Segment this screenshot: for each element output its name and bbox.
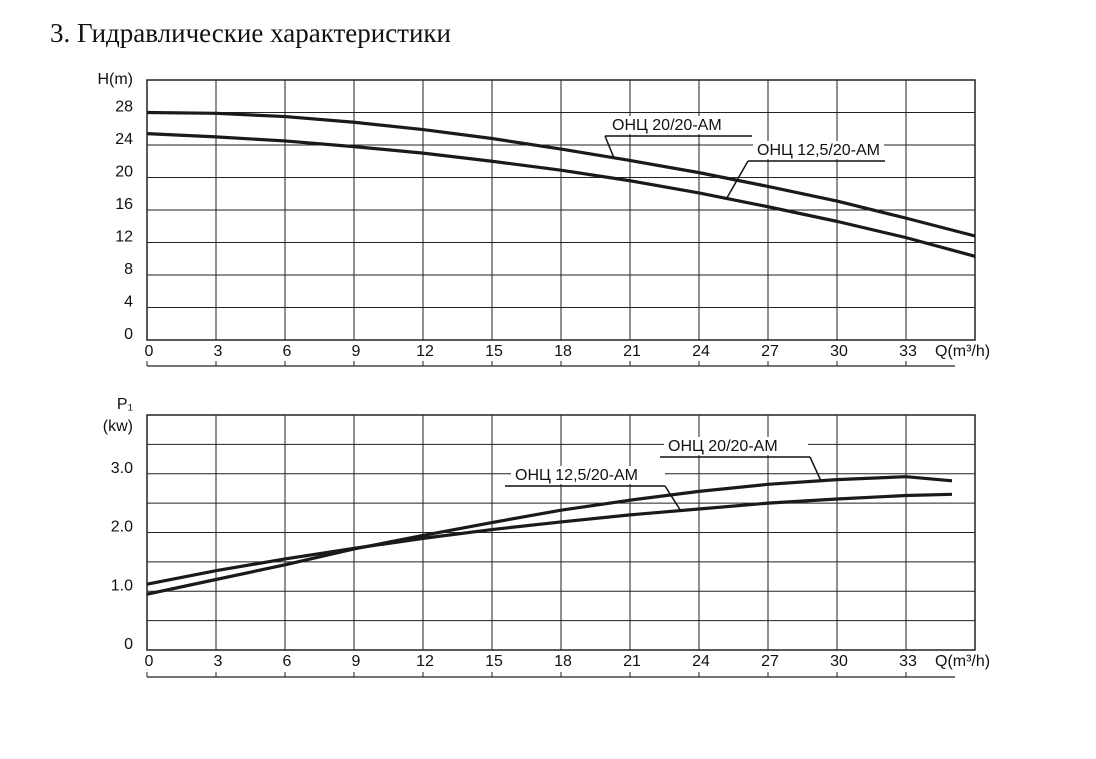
label-bg <box>608 116 749 134</box>
x-tick-label: 21 <box>623 653 641 670</box>
x-axis-label: Q(m³/h) <box>935 343 990 360</box>
y-tick-label: 2.0 <box>111 519 133 536</box>
x-tick-label: 6 <box>283 653 292 670</box>
label-leader <box>604 135 615 159</box>
series-line <box>146 475 953 596</box>
series-label: ОНЦ 20/20-AM <box>612 117 722 134</box>
y-axis-label: H(m) <box>97 71 133 88</box>
x-tick-label: 27 <box>761 343 779 360</box>
y-tick-label: 28 <box>115 99 133 116</box>
label-leader <box>809 456 822 482</box>
y-tick-label: 24 <box>115 131 133 148</box>
label-bg <box>753 141 884 159</box>
x-axis-label: Q(m³/h) <box>935 653 990 670</box>
y-tick-label: 4 <box>124 294 133 311</box>
series-line <box>146 492 953 586</box>
label-bg <box>664 437 808 455</box>
x-tick-label: 0 <box>145 653 154 670</box>
x-tick-label: 24 <box>692 343 710 360</box>
x-tick-label: 18 <box>554 653 572 670</box>
x-tick-label: 12 <box>416 653 434 670</box>
x-tick-label: 12 <box>416 343 434 360</box>
y-axis-label: P₁ <box>117 396 133 413</box>
series-label: ОНЦ 20/20-AM <box>668 438 778 455</box>
x-tick-label: 30 <box>830 653 848 670</box>
y-tick-label: 0 <box>124 326 133 343</box>
x-tick-label: 6 <box>283 343 292 360</box>
label-leader <box>664 485 682 511</box>
x-tick-label: 33 <box>899 343 917 360</box>
series-line <box>146 110 976 238</box>
x-tick-label: 30 <box>830 343 848 360</box>
label-bg <box>511 466 665 484</box>
x-tick-label: 33 <box>899 653 917 670</box>
x-tick-label: 3 <box>214 653 223 670</box>
y-tick-label: 16 <box>115 196 133 213</box>
x-tick-label: 3 <box>214 343 223 360</box>
x-tick-label: 9 <box>352 343 361 360</box>
series-label: ОНЦ 12,5/20-AM <box>515 467 638 484</box>
y-tick-label: 8 <box>124 261 133 278</box>
y-tick-label: 1.0 <box>111 577 133 594</box>
x-tick-label: 27 <box>761 653 779 670</box>
x-tick-label: 18 <box>554 343 572 360</box>
series-label: ОНЦ 12,5/20-AM <box>757 142 880 159</box>
x-tick-label: 0 <box>145 343 154 360</box>
y-tick-label: 20 <box>115 164 133 181</box>
y-tick-label: 0 <box>124 636 133 653</box>
page-title: 3. Гидравлические характеристики <box>50 18 451 48</box>
y-tick-label: 12 <box>115 229 133 246</box>
x-tick-label: 15 <box>485 653 503 670</box>
label-leader <box>725 160 749 199</box>
series-line <box>146 132 976 258</box>
x-tick-label: 15 <box>485 343 503 360</box>
x-tick-label: 9 <box>352 653 361 670</box>
y-tick-label: 3.0 <box>111 460 133 477</box>
x-tick-label: 21 <box>623 343 641 360</box>
y-axis-label: (kw) <box>103 418 133 435</box>
x-tick-label: 24 <box>692 653 710 670</box>
